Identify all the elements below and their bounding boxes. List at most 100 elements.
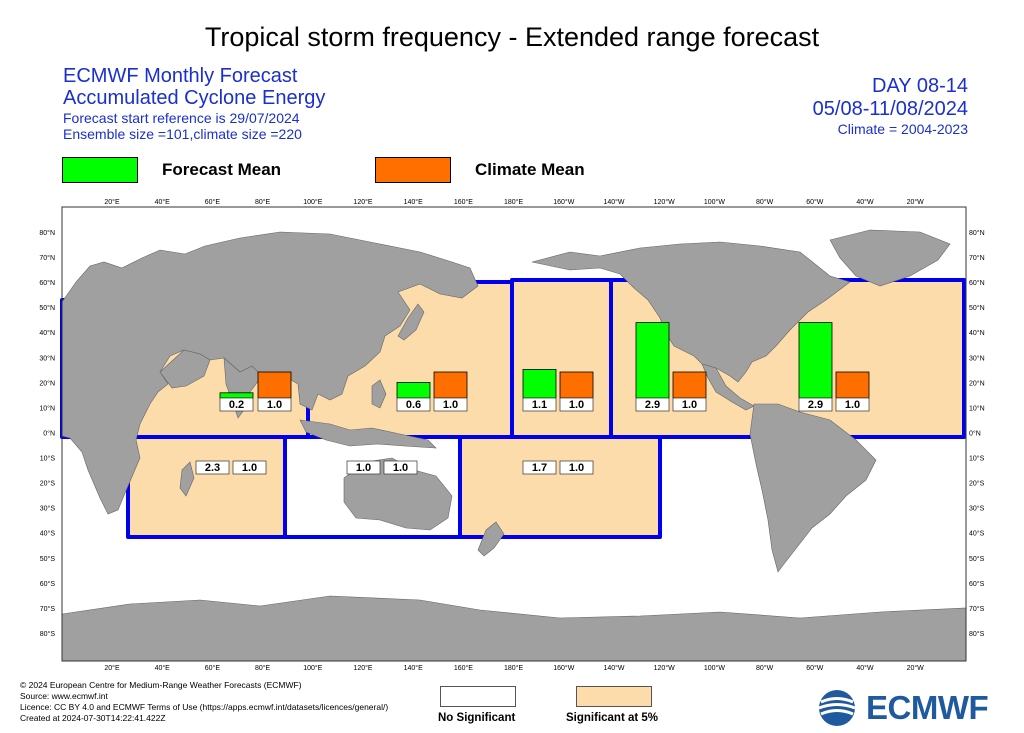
climate-period: Climate = 2004-2023 <box>837 121 968 137</box>
footer-line-4: Created at 2024-07-30T14:22:41.422Z <box>20 713 166 723</box>
footer-line-3: Licence: CC BY 4.0 and ECMWF Terms of Us… <box>20 702 389 712</box>
x-tick-bottom: 40°W <box>856 664 874 672</box>
bar-forecast <box>219 392 254 399</box>
y-tick-right: 80°N <box>969 229 985 237</box>
land-north-america <box>531 241 851 383</box>
value-box-climate <box>672 397 707 412</box>
data-label-climate: 1.0 <box>242 462 257 474</box>
value-box-forecast <box>195 460 230 475</box>
y-tick-right: 30°N <box>969 354 985 362</box>
header-line-1: ECMWF Monthly Forecast <box>63 65 298 87</box>
data-label-forecast: 1.7 <box>532 462 547 474</box>
x-tick-bottom: 160°E <box>454 664 473 672</box>
data-label-forecast: 2.9 <box>808 399 823 411</box>
y-tick-right: 10°S <box>969 455 985 463</box>
legend-climate-swatch <box>375 157 451 183</box>
x-tick-bottom: 60°E <box>205 664 221 672</box>
data-label-forecast: 1.1 <box>532 399 547 411</box>
land-australia <box>343 457 453 531</box>
value-box-forecast <box>346 460 381 475</box>
ecmwf-logo-icon <box>818 690 856 726</box>
value-box-climate <box>559 460 594 475</box>
y-tick-left: 40°N <box>39 329 55 337</box>
x-tick-bottom: 20°W <box>907 664 925 672</box>
land-new-zealand <box>477 521 505 557</box>
y-tick-right: 20°S <box>969 480 985 488</box>
footer-line-1: © 2024 European Centre for Medium-Range … <box>20 680 302 690</box>
date-range: 05/08-11/08/2024 <box>812 98 968 120</box>
land-central-america <box>701 363 755 411</box>
x-tick-bottom: 120°E <box>353 664 372 672</box>
y-tick-left: 80°N <box>39 229 55 237</box>
x-tick-bottom: 60°W <box>806 664 824 672</box>
data-label-climate: 1.0 <box>569 399 584 411</box>
x-tick-top: 140°W <box>603 198 624 206</box>
x-tick-bottom: 100°W <box>704 664 725 672</box>
day-range: DAY 08-14 <box>872 75 968 97</box>
x-tick-bottom: 160°W <box>553 664 574 672</box>
x-tick-top: 140°E <box>404 198 423 206</box>
y-tick-left: 60°S <box>40 580 56 588</box>
data-label-forecast: 1.0 <box>356 462 371 474</box>
data-label-climate: 1.0 <box>393 462 408 474</box>
land-south-america <box>749 403 877 573</box>
value-box-forecast <box>396 397 431 412</box>
axis-ticks: 20°E 20°E 40°E 40°E 60°E 60°E 80°E 80°E 100°E 100… <box>39 198 984 672</box>
legend-forecast: Forecast Mean <box>62 157 281 183</box>
data-label-climate: 1.0 <box>569 462 584 474</box>
basin-region-border <box>458 435 662 539</box>
header-line-3: Forecast start reference is 29/07/2024 <box>63 110 300 126</box>
legend-significant-label: Significant at 5% <box>566 712 659 724</box>
y-tick-left: 20°S <box>40 480 56 488</box>
value-box-climate <box>232 460 267 475</box>
x-tick-top: 120°E <box>353 198 372 206</box>
y-tick-left: 70°N <box>39 254 55 262</box>
ecmwf-logo: ECMWF <box>814 689 989 727</box>
basin-region-fill <box>128 437 285 537</box>
page-title: Tropical storm frequency - Extended rang… <box>204 22 820 52</box>
data-label-climate: 1.0 <box>682 399 697 411</box>
legend-forecast-swatch <box>62 157 138 183</box>
x-tick-top: 40°E <box>155 198 171 206</box>
land-philippines <box>371 379 387 409</box>
y-tick-left: 10°N <box>39 404 55 412</box>
land-arabia <box>159 349 211 389</box>
bar-climate <box>835 371 870 399</box>
legend-no-significant-swatch <box>440 686 516 707</box>
data-label-forecast: 0.6 <box>406 399 421 411</box>
y-tick-right: 0°N <box>969 429 981 437</box>
land-madagascar <box>179 461 195 497</box>
y-tick-right: 50°N <box>969 304 985 312</box>
legend-forecast-label: Forecast Mean <box>162 160 282 179</box>
bar-forecast <box>522 368 557 399</box>
x-tick-top: 60°E <box>205 198 221 206</box>
bar-climate <box>257 371 292 399</box>
land-japan <box>397 303 425 341</box>
x-tick-bottom: 80°E <box>255 664 271 672</box>
y-tick-right: 60°S <box>969 580 985 588</box>
y-tick-left: 20°N <box>39 379 55 387</box>
x-tick-top: 80°E <box>255 198 271 206</box>
y-tick-left: 60°N <box>39 279 55 287</box>
x-tick-bottom: 120°W <box>654 664 675 672</box>
value-box-forecast <box>219 397 254 412</box>
value-box-forecast <box>522 397 557 412</box>
legend-no-significant-label: No Significant <box>438 712 516 724</box>
y-tick-left: 30°N <box>39 354 55 362</box>
value-box-climate <box>433 397 468 412</box>
x-tick-top: 40°W <box>856 198 874 206</box>
data-label-climate: 1.0 <box>443 399 458 411</box>
y-tick-left: 50°N <box>39 304 55 312</box>
x-tick-top: 100°W <box>704 198 725 206</box>
basin-region-fill <box>460 437 660 537</box>
y-tick-left: 70°S <box>40 605 56 613</box>
data-label-forecast: 2.3 <box>205 462 220 474</box>
map-frame <box>61 206 967 662</box>
bar-forecast <box>396 381 431 399</box>
x-tick-bottom: 100°E <box>303 664 322 672</box>
x-tick-top: 20°W <box>907 198 925 206</box>
y-tick-right: 60°N <box>969 279 985 287</box>
legend-climate-label: Climate Mean <box>475 160 585 179</box>
x-tick-top: 180°E <box>504 198 523 206</box>
bar-climate <box>433 371 468 399</box>
